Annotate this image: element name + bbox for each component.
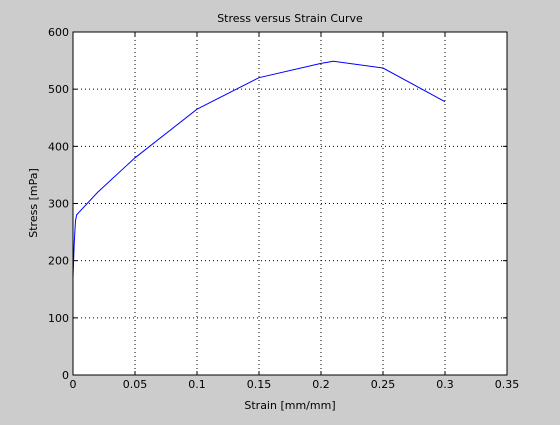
ticks: 0 0.05 0.1 0.15 0.2 0.25 0.3 0.35 0 100 200 300 400 5…	[48, 26, 519, 391]
chart-title: Stress versus Strain Curve	[217, 12, 363, 25]
y-tick-label: 400	[48, 140, 69, 153]
grid	[73, 32, 507, 375]
y-tick-label: 600	[48, 26, 69, 39]
x-axis-label: Strain [mm/mm]	[244, 399, 335, 412]
x-tick-label: 0.3	[436, 378, 454, 391]
x-tick-label: 0.15	[247, 378, 272, 391]
x-tick-label: 0.2	[312, 378, 330, 391]
stress-strain-series-line	[72, 60, 446, 278]
x-tick-label: 0.05	[123, 378, 148, 391]
y-axis-label: Stress [mPa]	[27, 168, 40, 237]
y-tick-label: 300	[48, 198, 69, 211]
x-tick-label: 0.1	[188, 378, 206, 391]
x-tick-label: 0.35	[495, 378, 520, 391]
y-tick-label: 100	[48, 312, 69, 325]
y-tick-label: 500	[48, 83, 69, 96]
x-tick-label: 0	[70, 378, 77, 391]
y-tick-label: 200	[48, 255, 69, 268]
y-tick-label: 0	[62, 369, 69, 382]
plot-frame	[72, 31, 508, 376]
series	[72, 60, 446, 278]
x-tick-label: 0.25	[371, 378, 396, 391]
